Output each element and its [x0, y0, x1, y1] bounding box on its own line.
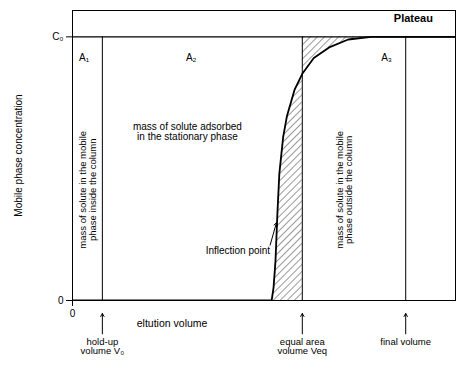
- svg-text:equal areavolume Veq: equal areavolume Veq: [277, 336, 327, 357]
- svg-text:final volume: final volume: [380, 336, 431, 347]
- svg-text:mass of solute in the mobileph: mass of solute in the mobilephase outsid…: [334, 131, 355, 249]
- svg-text:A₁: A₁: [79, 52, 90, 63]
- svg-text:C₀: C₀: [52, 31, 63, 42]
- svg-text:A₂: A₂: [186, 52, 197, 63]
- svg-text:mass of solute adsorbedin the: mass of solute adsorbedin the stationary…: [133, 121, 242, 142]
- svg-text:Mobile phase concentration: Mobile phase concentration: [13, 94, 24, 216]
- svg-text:A₃: A₃: [381, 52, 392, 63]
- svg-text:Plateau: Plateau: [394, 12, 433, 24]
- svg-text:mass of solute in the mobileph: mass of solute in the mobilephase inside…: [77, 131, 98, 249]
- svg-text:hold-upvolume V₀: hold-upvolume V₀: [81, 336, 125, 357]
- svg-text:Inflection point: Inflection point: [206, 245, 271, 256]
- svg-text:0: 0: [58, 295, 64, 306]
- svg-text:0: 0: [70, 308, 76, 319]
- svg-text:eltution volume: eltution volume: [137, 317, 208, 329]
